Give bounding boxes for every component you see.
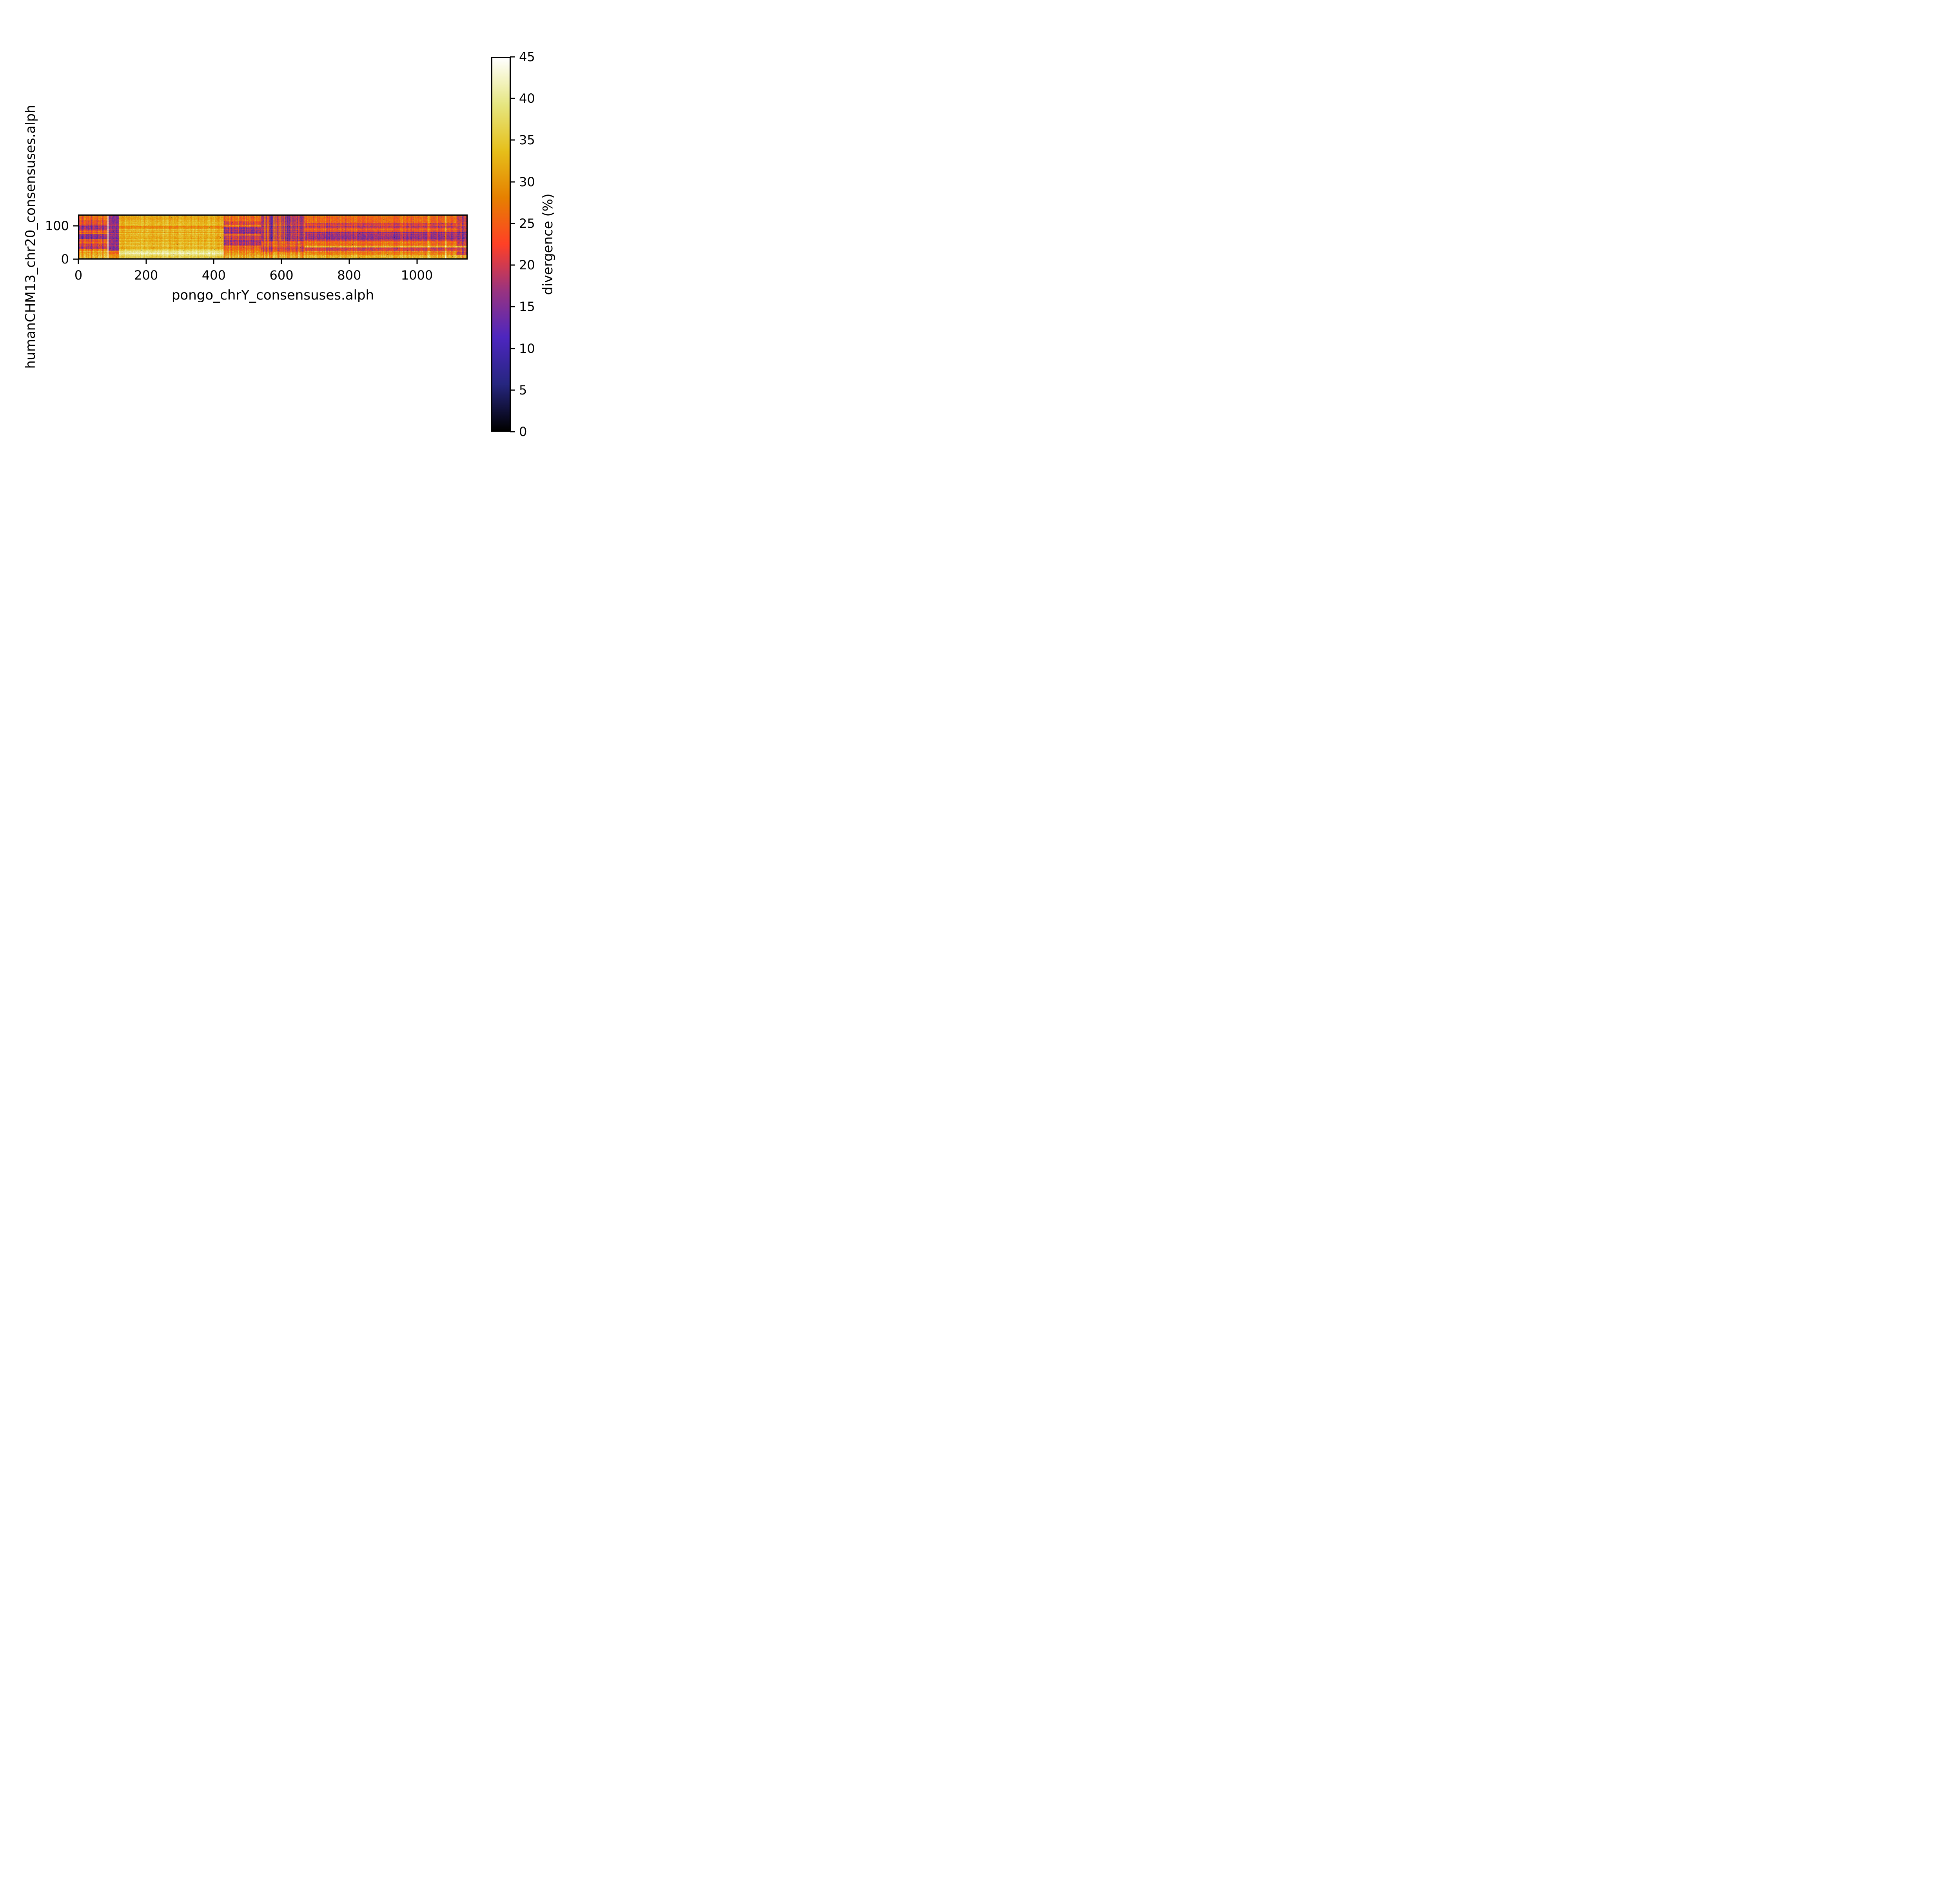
colorbar-tick-label: 10: [519, 341, 535, 356]
y-tick-mark: [73, 225, 78, 227]
y-tick-mark: [73, 258, 78, 260]
colorbar-tick-mark: [510, 223, 515, 224]
x-tick-label: 600: [269, 268, 294, 283]
x-tick-mark: [213, 259, 214, 264]
colorbar-tick-label: 5: [519, 382, 527, 398]
y-tick-label: 0: [61, 252, 69, 267]
colorbar-title: divergence (%): [540, 193, 556, 295]
colorbar-tick-label: 30: [519, 174, 535, 189]
x-tick-mark: [78, 259, 79, 264]
x-tick-mark: [145, 259, 147, 264]
colorbar-tick-mark: [510, 306, 515, 307]
colorbar-tick-mark: [510, 181, 515, 183]
colorbar-tick-mark: [510, 264, 515, 266]
colorbar-tick-label: 25: [519, 216, 535, 231]
colorbar-tick-mark: [510, 389, 515, 391]
colorbar-tick-label: 40: [519, 91, 535, 106]
x-tick-label: 0: [74, 268, 83, 283]
heatmap-plot: [78, 214, 468, 260]
x-tick-label: 200: [134, 268, 158, 283]
heatmap-canvas: [79, 216, 466, 258]
colorbar-tick-label: 35: [519, 133, 535, 148]
colorbar-tick-label: 0: [519, 424, 527, 439]
y-tick-label: 100: [45, 218, 69, 233]
figure: humanCHM13_chr20_consensuses.alph pongo_…: [0, 0, 627, 470]
colorbar-gradient: [492, 58, 510, 431]
colorbar-tick-label: 20: [519, 258, 535, 273]
colorbar-tick-mark: [510, 431, 515, 432]
x-tick-mark: [416, 259, 417, 264]
x-tick-mark: [281, 259, 282, 264]
colorbar-tick-label: 45: [519, 49, 535, 64]
colorbar-tick-mark: [510, 139, 515, 141]
x-axis-title: pongo_chrY_consensuses.alph: [171, 287, 374, 303]
x-tick-label: 400: [201, 268, 226, 283]
colorbar-tick-label: 15: [519, 299, 535, 314]
x-tick-label: 1000: [401, 268, 433, 283]
colorbar-tick-mark: [510, 98, 515, 99]
colorbar-tick-mark: [510, 348, 515, 349]
colorbar: [491, 57, 511, 432]
x-tick-label: 800: [337, 268, 361, 283]
x-tick-mark: [348, 259, 350, 264]
y-axis-title: humanCHM13_chr20_consensuses.alph: [23, 105, 38, 369]
colorbar-tick-mark: [510, 56, 515, 58]
